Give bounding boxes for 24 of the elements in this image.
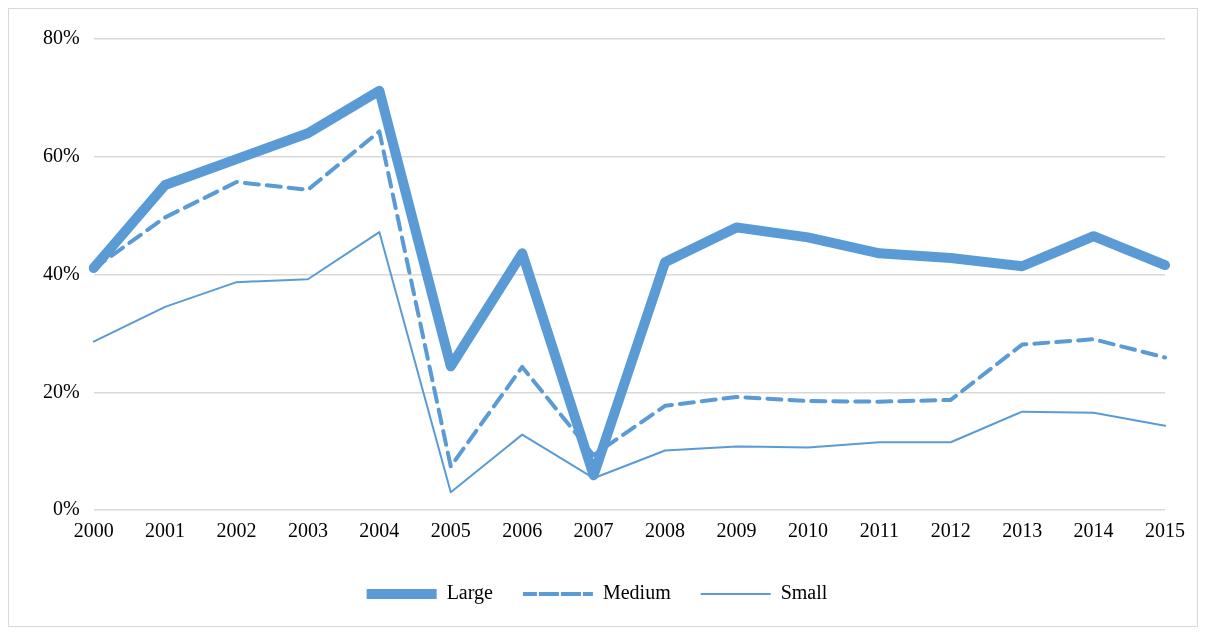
x-tick-label: 2012 [930,519,971,542]
x-tick-label: 2006 [502,519,543,542]
x-tick-label: 2014 [1073,519,1114,542]
y-tick-label: 80% [42,26,80,49]
legend-label: Large [446,581,494,605]
y-tick-label: 20% [42,379,80,402]
x-tick-label: 2003 [287,519,328,542]
x-tick-label: 2009 [716,519,757,542]
x-tick-label: 2004 [359,519,400,542]
y-tick-label: 0% [52,497,80,520]
x-tick-label: 2005 [430,519,471,542]
x-tick-label: 2008 [645,519,686,542]
x-tick-label: 2007 [573,519,614,542]
x-tick-label: 2015 [1145,519,1185,542]
x-tick-label: 2011 [859,519,899,542]
legend-label: Medium [602,581,672,604]
x-tick-label: 2000 [73,519,114,542]
x-tick-label: 2002 [216,519,257,542]
y-tick-label: 40% [42,261,80,284]
x-tick-label: 2010 [787,519,828,542]
y-tick-label: 60% [42,144,80,166]
legend-label: Small [780,581,828,604]
x-tick-label: 2013 [1002,519,1043,542]
x-tick-label: 2001 [145,519,186,542]
